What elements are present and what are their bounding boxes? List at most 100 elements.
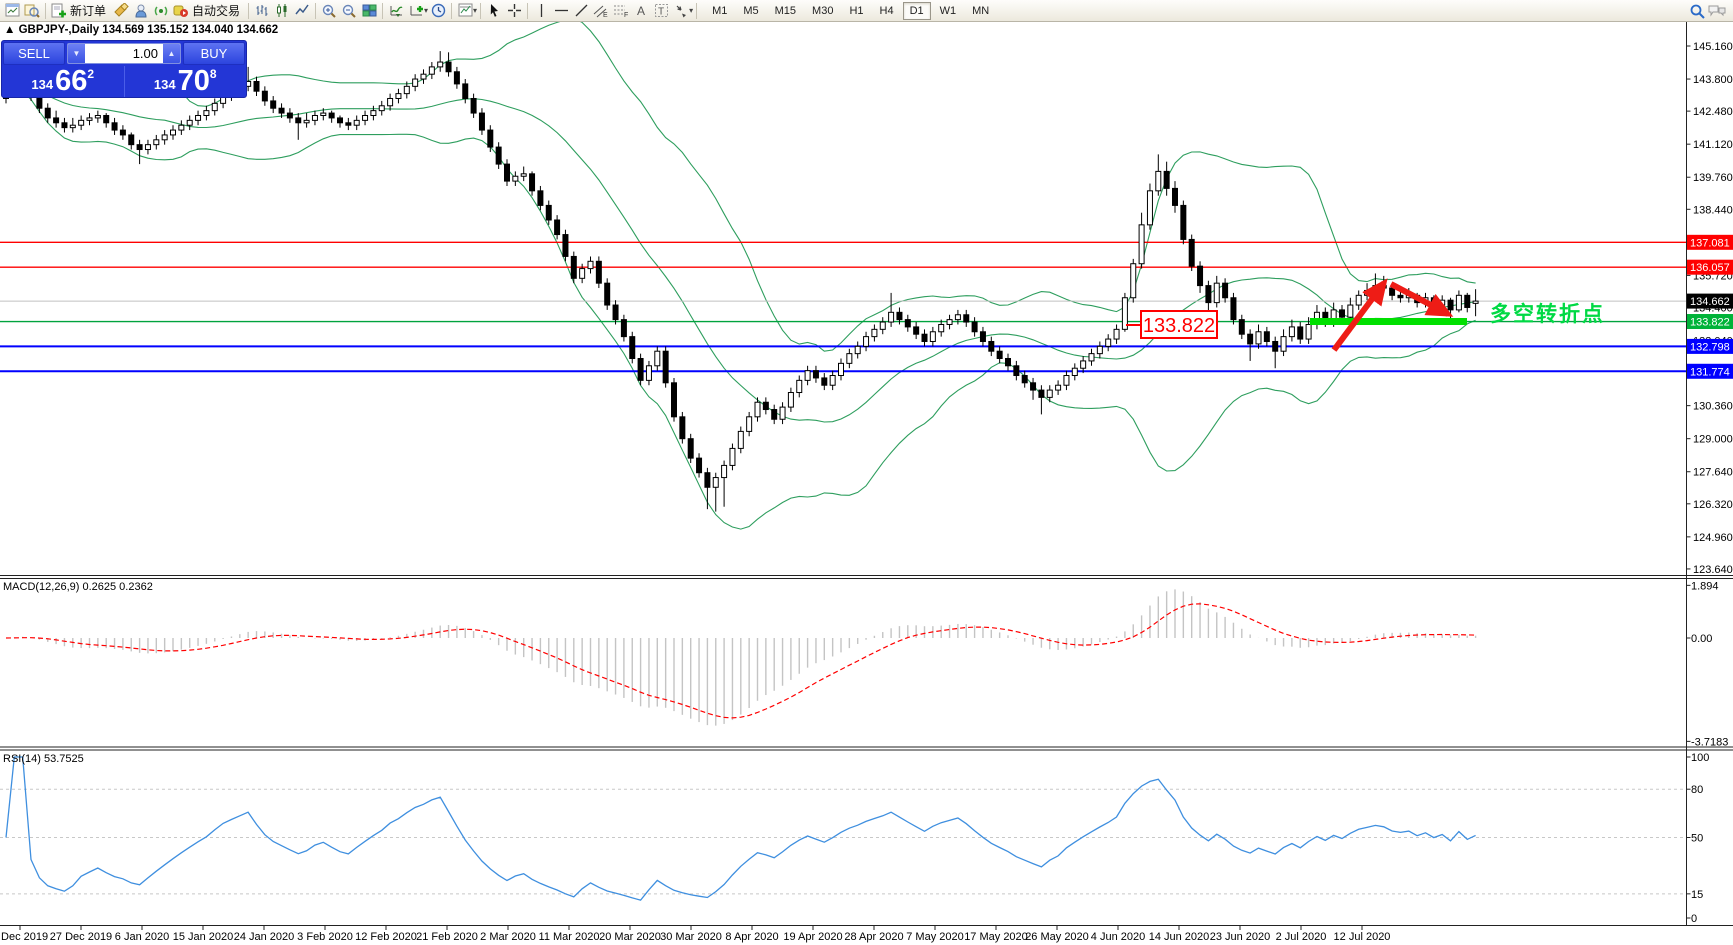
timeframe-m30[interactable]: M30 [805,2,840,20]
bull-candle [203,110,210,116]
bear-candle [53,117,60,124]
bull-candle [520,173,527,177]
bull-candle [1055,384,1062,391]
date-tick-label: 26 May 2020 [1025,931,1089,943]
date-tick-label: 4 Jun 2020 [1091,931,1145,943]
sell-button[interactable]: SELL [3,42,65,65]
arrows-icon[interactable] [671,2,691,20]
bear-candle [612,304,619,321]
bull-candle [420,73,427,80]
bear-candle [453,71,460,85]
template-icon[interactable] [455,2,475,20]
trendline-icon[interactable] [571,2,591,20]
auto-trading-label[interactable]: 自动交易 [192,4,241,18]
bull-candle [1305,323,1312,340]
charts-grid-icon[interactable] [2,2,22,20]
bull-candle [1255,331,1262,345]
bull-candle [403,85,410,95]
timeframe-mn[interactable]: MN [965,2,996,20]
zoom-out-icon[interactable] [339,2,359,20]
volume-decrease-button[interactable]: ▼ [68,44,85,63]
vertical-line-icon[interactable] [531,2,551,20]
market-watch-icon[interactable] [22,2,42,20]
bear-candle [1005,357,1011,367]
chat-icon[interactable] [1707,2,1727,20]
add-indicator-icon[interactable] [406,2,426,20]
clock-icon[interactable] [428,2,448,20]
bear-candle [620,319,627,338]
date-tick-label: 28 Apr 2020 [844,931,903,943]
bull-candle [721,464,728,479]
text-icon[interactable]: A [631,2,651,20]
zoom-in-icon[interactable] [319,2,339,20]
bar-chart-icon[interactable] [252,2,272,20]
equidistant-channel-icon[interactable]: E [591,2,611,20]
bear-candle [921,333,928,342]
template-caret[interactable]: ▾ [473,6,478,15]
add-indicator-caret[interactable]: ▾ [424,6,429,15]
candlestick-icon[interactable] [272,2,292,20]
new-order-icon[interactable] [49,2,69,20]
price-tick-label: 142.480 [1693,106,1733,118]
price-tick-label: 143.800 [1693,74,1733,86]
buy-button[interactable]: BUY [183,42,245,65]
bear-candle [537,190,544,206]
sell-price[interactable]: 134 66 2 [2,66,125,97]
tile-windows-icon[interactable] [359,2,379,20]
price-flag-label: 133.822 [1143,315,1215,337]
expert-icon[interactable] [131,2,151,20]
timeframe-w1[interactable]: W1 [933,2,964,20]
rsi-panel [0,756,1686,901]
text-label-icon[interactable]: T [651,2,671,20]
fibonacci-icon[interactable]: F [611,2,631,20]
indicators-icon[interactable] [386,2,406,20]
bull-candle [587,260,594,270]
bull-candle [170,129,176,136]
horizontal-line-icon[interactable] [551,2,571,20]
bear-candle [445,61,452,73]
line-chart-icon[interactable] [292,2,312,20]
toolbar-separator [315,2,317,19]
date-tick-label: 6 Jan 2020 [115,931,169,943]
styler-icon[interactable] [111,2,131,20]
date-tick-label: 7 May 2020 [906,931,963,943]
toolbar-separator [382,2,384,19]
macd-signal-line [5,603,1476,719]
date-tick-label: 14 Jun 2020 [1149,931,1210,943]
timeframe-m1[interactable]: M1 [705,2,734,20]
date-tick-label: 23 Jun 2020 [1210,931,1271,943]
rsi-axis-label: 15 [1691,889,1703,901]
timeframe-h1[interactable]: H1 [842,2,870,20]
bull-candle [729,447,736,466]
bull-candle [1046,389,1053,398]
timeframe-m15[interactable]: M15 [768,2,803,20]
buy-price[interactable]: 134 70 8 [125,66,247,97]
signals-icon[interactable] [151,2,171,20]
bull-candle [954,314,961,321]
date-tick-label: 24 Jan 2020 [234,931,295,943]
bull-candle [1063,375,1070,386]
timeframe-d1[interactable]: D1 [902,1,931,20]
toolbar-separator [451,2,453,19]
bear-candle [504,163,510,182]
search-icon[interactable] [1687,2,1707,20]
date-tick-label: 8 Apr 2020 [725,931,778,943]
bull-candle [1355,294,1362,306]
bull-candle [1130,263,1137,299]
support-zone-bar [1310,318,1467,325]
new-order-label[interactable]: 新订单 [70,4,107,18]
bear-candle [679,416,686,440]
volume-input[interactable] [85,44,163,63]
crosshair-icon[interactable] [504,2,524,20]
bear-candle [111,122,118,131]
auto-trading-icon[interactable] [171,2,191,20]
timeframe-h4[interactable]: H4 [873,2,901,20]
bull-candle [871,328,878,338]
bull-candle [712,477,719,488]
volume-increase-button[interactable]: ▲ [163,44,180,63]
timeframe-m5[interactable]: M5 [736,2,765,20]
down-arrow [1389,281,1454,317]
arrows-caret[interactable]: ▾ [689,6,694,15]
cursor-icon[interactable] [484,2,504,20]
